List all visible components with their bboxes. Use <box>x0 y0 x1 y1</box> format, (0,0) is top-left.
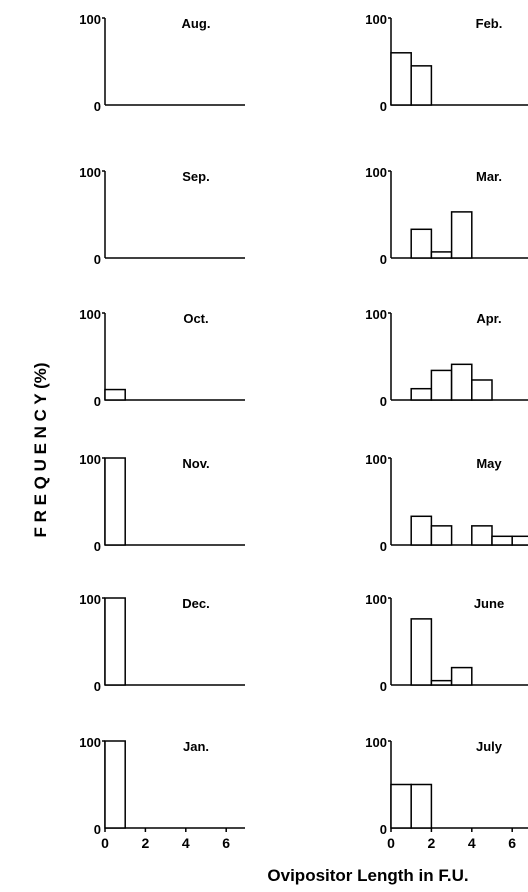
bar <box>450 211 473 259</box>
bar <box>410 65 433 106</box>
panel-nov: 0 100 Nov. <box>79 452 245 554</box>
y-tick-label: 0 <box>380 822 387 837</box>
y-tick-label: 100 <box>365 735 387 750</box>
y-tick-label: 0 <box>380 252 387 267</box>
panel-feb: 0 100 Feb. <box>365 12 528 114</box>
y-tick-label: 0 <box>94 539 101 554</box>
panel-mar: 0 100 Mar. <box>365 165 528 267</box>
bar <box>511 535 528 546</box>
y-tick-label: 100 <box>79 165 101 180</box>
y-tick-label: 0 <box>380 679 387 694</box>
bar <box>410 618 433 686</box>
panel-aug: 0 100 Aug. <box>79 12 245 114</box>
y-tick-label: 0 <box>94 394 101 409</box>
y-tick-label: 100 <box>79 592 101 607</box>
panel-may: 0 100 May <box>365 452 528 554</box>
bar <box>430 251 453 259</box>
y-tick-label: 0 <box>94 99 101 114</box>
y-tick-label: 0 <box>380 539 387 554</box>
panel-dec: 0 100 Dec. <box>79 592 245 694</box>
panel-apr: 0 100 Apr. <box>365 307 528 409</box>
bar <box>104 388 126 401</box>
y-tick-label: 0 <box>380 394 387 409</box>
x-tick-label: 0 <box>387 835 395 851</box>
y-tick-label: 100 <box>365 452 387 467</box>
panel-july: 0 100 July 0 2 4 6 <box>365 735 528 851</box>
bar <box>430 679 453 686</box>
y-tick-label: 100 <box>79 735 101 750</box>
x-axis-label: Ovipositor Length in F.U. <box>267 866 468 885</box>
panel-sep: 0 100 Sep. <box>79 165 245 267</box>
y-tick-label: 100 <box>79 452 101 467</box>
x-tick-label: 2 <box>142 835 150 851</box>
y-tick-label: 100 <box>79 307 101 322</box>
panel-title: Dec. <box>182 596 209 611</box>
bar <box>410 783 433 829</box>
y-tick-label: 100 <box>365 12 387 27</box>
y-tick-label: 0 <box>94 679 101 694</box>
bar <box>471 379 493 401</box>
y-tick-label: 0 <box>380 99 387 114</box>
panels: 0 100 Aug. 0 100 Sep. 0 100 Oct. 0 100 Nov. 0 100 Dec.… <box>79 12 528 851</box>
bar <box>410 515 433 546</box>
panel-title: Sep. <box>182 169 209 184</box>
bar <box>430 525 453 546</box>
x-tick-label: 0 <box>101 835 109 851</box>
bar <box>491 535 513 546</box>
bar <box>104 597 126 686</box>
bar <box>390 783 412 829</box>
y-axis-label: F R E Q U E N C Y (%) <box>31 362 50 537</box>
y-tick-label: 100 <box>365 592 387 607</box>
x-tick-label: 4 <box>468 835 476 851</box>
panel-title: July <box>476 739 503 754</box>
x-tick-label: 2 <box>428 835 436 851</box>
panel-title: May <box>476 456 502 471</box>
bar <box>450 666 473 686</box>
panel-title: Mar. <box>476 169 502 184</box>
y-tick-label: 100 <box>365 307 387 322</box>
x-tick-label: 4 <box>182 835 190 851</box>
bar <box>410 228 433 259</box>
bar <box>410 387 433 401</box>
y-tick-label: 100 <box>79 12 101 27</box>
y-tick-label: 0 <box>94 822 101 837</box>
y-tick-label: 0 <box>94 252 101 267</box>
bar <box>430 369 453 401</box>
panel-title: Jan. <box>183 739 209 754</box>
y-tick-label: 100 <box>365 165 387 180</box>
bar <box>104 740 126 829</box>
panel-title: Apr. <box>476 311 501 326</box>
panel-title: Oct. <box>183 311 208 326</box>
panel-jan: 0 100 Jan. 0 2 4 6 <box>79 735 245 851</box>
panel-june: 0 100 June <box>365 592 528 694</box>
panel-title: Aug. <box>182 16 211 31</box>
panel-title: Feb. <box>476 16 503 31</box>
x-tick-label: 6 <box>222 835 230 851</box>
bar <box>450 363 473 401</box>
panel-title: Nov. <box>182 456 209 471</box>
bar <box>390 52 412 106</box>
panel-title: June <box>474 596 504 611</box>
bar <box>104 457 126 546</box>
bar <box>471 525 493 546</box>
panel-oct: 0 100 Oct. <box>79 307 245 409</box>
x-tick-label: 6 <box>508 835 516 851</box>
